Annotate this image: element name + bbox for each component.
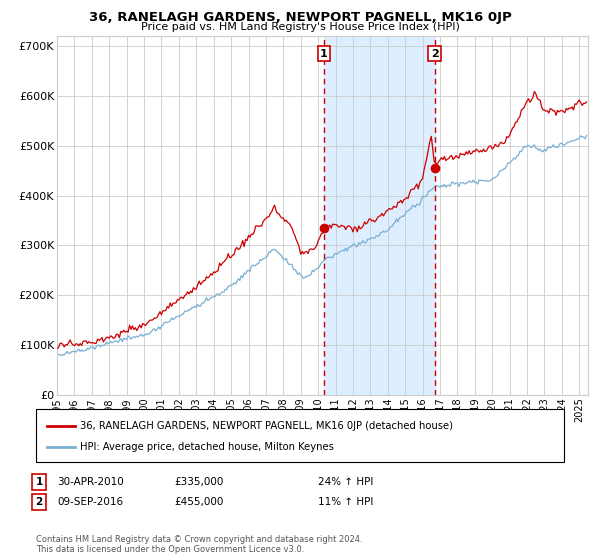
Text: 09-SEP-2016: 09-SEP-2016 bbox=[57, 497, 123, 507]
Text: 36, RANELAGH GARDENS, NEWPORT PAGNELL, MK16 0JP (detached house): 36, RANELAGH GARDENS, NEWPORT PAGNELL, M… bbox=[80, 421, 453, 431]
Text: 24% ↑ HPI: 24% ↑ HPI bbox=[318, 477, 373, 487]
Text: £455,000: £455,000 bbox=[174, 497, 223, 507]
Text: 2: 2 bbox=[35, 497, 43, 507]
Text: 1: 1 bbox=[35, 477, 43, 487]
Text: HPI: Average price, detached house, Milton Keynes: HPI: Average price, detached house, Milt… bbox=[80, 442, 334, 452]
Text: Contains HM Land Registry data © Crown copyright and database right 2024.
This d: Contains HM Land Registry data © Crown c… bbox=[36, 535, 362, 554]
Text: 36, RANELAGH GARDENS, NEWPORT PAGNELL, MK16 0JP: 36, RANELAGH GARDENS, NEWPORT PAGNELL, M… bbox=[89, 11, 511, 24]
Text: 30-APR-2010: 30-APR-2010 bbox=[57, 477, 124, 487]
Text: £335,000: £335,000 bbox=[174, 477, 223, 487]
Text: Price paid vs. HM Land Registry's House Price Index (HPI): Price paid vs. HM Land Registry's House … bbox=[140, 22, 460, 32]
Bar bbox=[324, 36, 434, 395]
Text: 2: 2 bbox=[431, 49, 439, 59]
Text: 11% ↑ HPI: 11% ↑ HPI bbox=[318, 497, 373, 507]
Text: 1: 1 bbox=[320, 49, 328, 59]
